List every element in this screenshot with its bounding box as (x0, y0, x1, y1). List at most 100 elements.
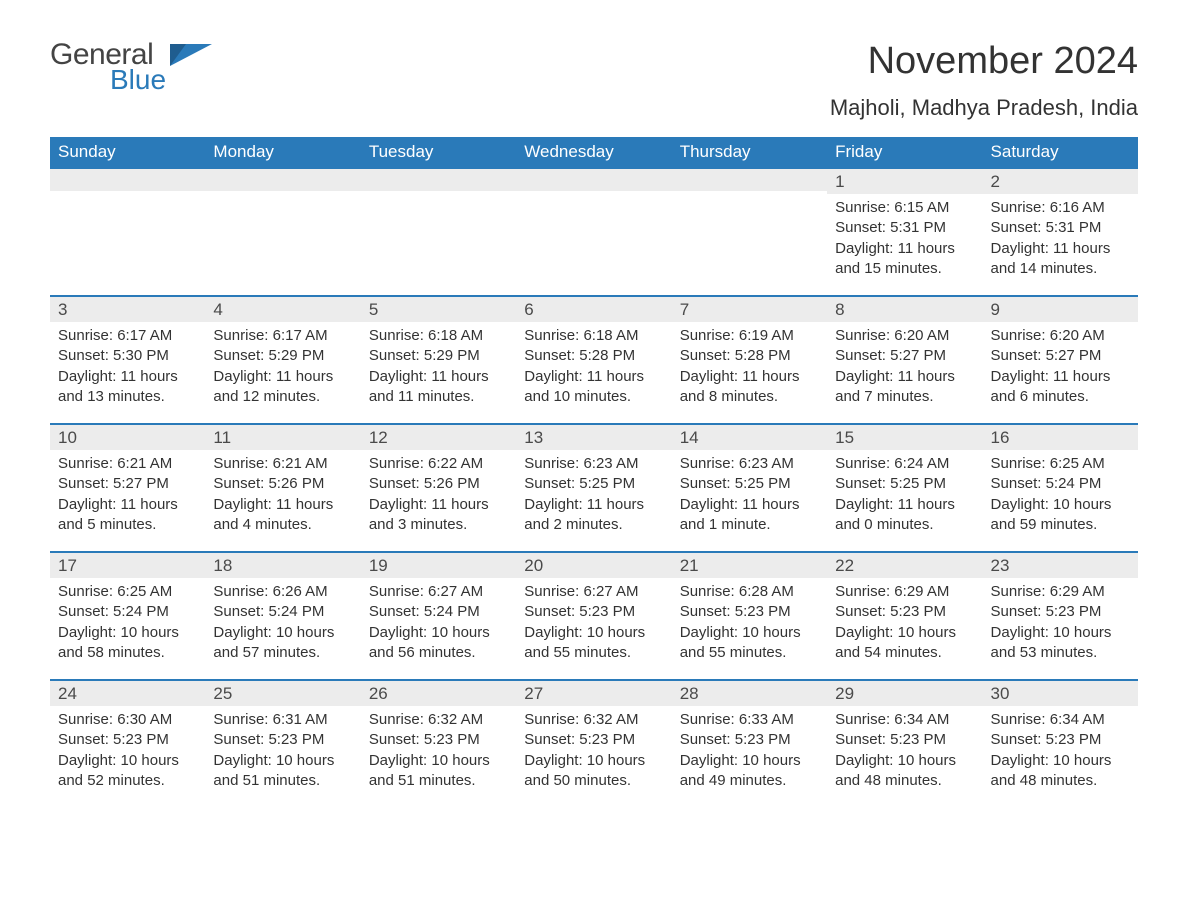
calendar-day-cell: 5Sunrise: 6:18 AMSunset: 5:29 PMDaylight… (361, 295, 516, 423)
day-details: Sunrise: 6:23 AMSunset: 5:25 PMDaylight:… (516, 450, 671, 543)
day-details: Sunrise: 6:20 AMSunset: 5:27 PMDaylight:… (827, 322, 982, 415)
calendar-day-cell: 24Sunrise: 6:30 AMSunset: 5:23 PMDayligh… (50, 679, 205, 807)
daylight-text: Daylight: 10 hours and 55 minutes. (680, 623, 819, 664)
day-details: Sunrise: 6:24 AMSunset: 5:25 PMDaylight:… (827, 450, 982, 543)
header: General Blue November 2024 Majholi, Madh… (50, 40, 1138, 131)
daylight-text: Daylight: 11 hours and 5 minutes. (58, 495, 197, 536)
sunset-text: Sunset: 5:24 PM (213, 602, 352, 622)
sunrise-text: Sunrise: 6:18 AM (369, 326, 508, 346)
weekday-header-row: SundayMondayTuesdayWednesdayThursdayFrid… (50, 137, 1138, 167)
location: Majholi, Madhya Pradesh, India (830, 95, 1138, 121)
calendar-day-cell: 7Sunrise: 6:19 AMSunset: 5:28 PMDaylight… (672, 295, 827, 423)
daylight-text: Daylight: 10 hours and 58 minutes. (58, 623, 197, 664)
sunset-text: Sunset: 5:28 PM (524, 346, 663, 366)
sunrise-text: Sunrise: 6:25 AM (991, 454, 1130, 474)
day-details: Sunrise: 6:34 AMSunset: 5:23 PMDaylight:… (827, 706, 982, 799)
empty-day-bar (205, 167, 360, 191)
sunset-text: Sunset: 5:25 PM (680, 474, 819, 494)
day-details: Sunrise: 6:29 AMSunset: 5:23 PMDaylight:… (827, 578, 982, 671)
calendar-day-cell: 14Sunrise: 6:23 AMSunset: 5:25 PMDayligh… (672, 423, 827, 551)
sunset-text: Sunset: 5:23 PM (58, 730, 197, 750)
daylight-text: Daylight: 10 hours and 48 minutes. (991, 751, 1130, 792)
weekday-header: Thursday (672, 137, 827, 167)
sunrise-text: Sunrise: 6:20 AM (835, 326, 974, 346)
calendar-day-cell: 22Sunrise: 6:29 AMSunset: 5:23 PMDayligh… (827, 551, 982, 679)
calendar-week-row: 24Sunrise: 6:30 AMSunset: 5:23 PMDayligh… (50, 679, 1138, 807)
calendar-day-cell: 17Sunrise: 6:25 AMSunset: 5:24 PMDayligh… (50, 551, 205, 679)
calendar-empty-cell (205, 167, 360, 295)
weekday-header: Friday (827, 137, 982, 167)
day-number: 27 (516, 679, 671, 706)
day-number: 12 (361, 423, 516, 450)
calendar-day-cell: 19Sunrise: 6:27 AMSunset: 5:24 PMDayligh… (361, 551, 516, 679)
day-number: 23 (983, 551, 1138, 578)
weekday-header: Wednesday (516, 137, 671, 167)
sunset-text: Sunset: 5:26 PM (369, 474, 508, 494)
sunrise-text: Sunrise: 6:17 AM (58, 326, 197, 346)
sunrise-text: Sunrise: 6:30 AM (58, 710, 197, 730)
calendar-day-cell: 4Sunrise: 6:17 AMSunset: 5:29 PMDaylight… (205, 295, 360, 423)
month-title: November 2024 (830, 40, 1138, 83)
daylight-text: Daylight: 10 hours and 55 minutes. (524, 623, 663, 664)
day-number: 21 (672, 551, 827, 578)
sunrise-text: Sunrise: 6:21 AM (213, 454, 352, 474)
calendar-day-cell: 15Sunrise: 6:24 AMSunset: 5:25 PMDayligh… (827, 423, 982, 551)
sunset-text: Sunset: 5:24 PM (58, 602, 197, 622)
sunset-text: Sunset: 5:26 PM (213, 474, 352, 494)
sunset-text: Sunset: 5:23 PM (680, 730, 819, 750)
day-details: Sunrise: 6:27 AMSunset: 5:24 PMDaylight:… (361, 578, 516, 671)
day-number: 3 (50, 295, 205, 322)
day-details: Sunrise: 6:31 AMSunset: 5:23 PMDaylight:… (205, 706, 360, 799)
calendar-week-row: 3Sunrise: 6:17 AMSunset: 5:30 PMDaylight… (50, 295, 1138, 423)
daylight-text: Daylight: 11 hours and 3 minutes. (369, 495, 508, 536)
day-number: 5 (361, 295, 516, 322)
day-number: 13 (516, 423, 671, 450)
day-details: Sunrise: 6:21 AMSunset: 5:27 PMDaylight:… (50, 450, 205, 543)
daylight-text: Daylight: 11 hours and 11 minutes. (369, 367, 508, 408)
calendar-day-cell: 16Sunrise: 6:25 AMSunset: 5:24 PMDayligh… (983, 423, 1138, 551)
day-number: 7 (672, 295, 827, 322)
sunrise-text: Sunrise: 6:17 AM (213, 326, 352, 346)
sunset-text: Sunset: 5:23 PM (524, 730, 663, 750)
daylight-text: Daylight: 10 hours and 53 minutes. (991, 623, 1130, 664)
sunset-text: Sunset: 5:27 PM (991, 346, 1130, 366)
day-details: Sunrise: 6:19 AMSunset: 5:28 PMDaylight:… (672, 322, 827, 415)
day-details: Sunrise: 6:18 AMSunset: 5:29 PMDaylight:… (361, 322, 516, 415)
day-details: Sunrise: 6:17 AMSunset: 5:29 PMDaylight:… (205, 322, 360, 415)
sunset-text: Sunset: 5:31 PM (835, 218, 974, 238)
calendar-day-cell: 20Sunrise: 6:27 AMSunset: 5:23 PMDayligh… (516, 551, 671, 679)
daylight-text: Daylight: 10 hours and 50 minutes. (524, 751, 663, 792)
sunset-text: Sunset: 5:24 PM (369, 602, 508, 622)
sunset-text: Sunset: 5:23 PM (524, 602, 663, 622)
daylight-text: Daylight: 11 hours and 13 minutes. (58, 367, 197, 408)
day-number: 10 (50, 423, 205, 450)
day-details: Sunrise: 6:34 AMSunset: 5:23 PMDaylight:… (983, 706, 1138, 799)
day-number: 9 (983, 295, 1138, 322)
day-number: 19 (361, 551, 516, 578)
sunrise-text: Sunrise: 6:20 AM (991, 326, 1130, 346)
day-details: Sunrise: 6:26 AMSunset: 5:24 PMDaylight:… (205, 578, 360, 671)
daylight-text: Daylight: 11 hours and 0 minutes. (835, 495, 974, 536)
day-details: Sunrise: 6:32 AMSunset: 5:23 PMDaylight:… (361, 706, 516, 799)
calendar-empty-cell (516, 167, 671, 295)
empty-day-bar (516, 167, 671, 191)
sunset-text: Sunset: 5:30 PM (58, 346, 197, 366)
sunrise-text: Sunrise: 6:26 AM (213, 582, 352, 602)
day-number: 24 (50, 679, 205, 706)
sunrise-text: Sunrise: 6:27 AM (369, 582, 508, 602)
sunrise-text: Sunrise: 6:31 AM (213, 710, 352, 730)
calendar-day-cell: 23Sunrise: 6:29 AMSunset: 5:23 PMDayligh… (983, 551, 1138, 679)
day-details: Sunrise: 6:33 AMSunset: 5:23 PMDaylight:… (672, 706, 827, 799)
calendar-day-cell: 3 Sunrise: 6:17 AMSunset: 5:30 PMDaylight… (50, 295, 205, 423)
sunset-text: Sunset: 5:27 PM (835, 346, 974, 366)
calendar-day-cell: 28Sunrise: 6:33 AMSunset: 5:23 PMDayligh… (672, 679, 827, 807)
daylight-text: Daylight: 11 hours and 14 minutes. (991, 239, 1130, 280)
calendar-day-cell: 11Sunrise: 6:21 AMSunset: 5:26 PMDayligh… (205, 423, 360, 551)
logo-word-blue: Blue (110, 66, 166, 94)
day-number: 22 (827, 551, 982, 578)
sunset-text: Sunset: 5:29 PM (369, 346, 508, 366)
sunset-text: Sunset: 5:23 PM (369, 730, 508, 750)
daylight-text: Daylight: 10 hours and 48 minutes. (835, 751, 974, 792)
sunrise-text: Sunrise: 6:32 AM (369, 710, 508, 730)
calendar-week-row: 17Sunrise: 6:25 AMSunset: 5:24 PMDayligh… (50, 551, 1138, 679)
